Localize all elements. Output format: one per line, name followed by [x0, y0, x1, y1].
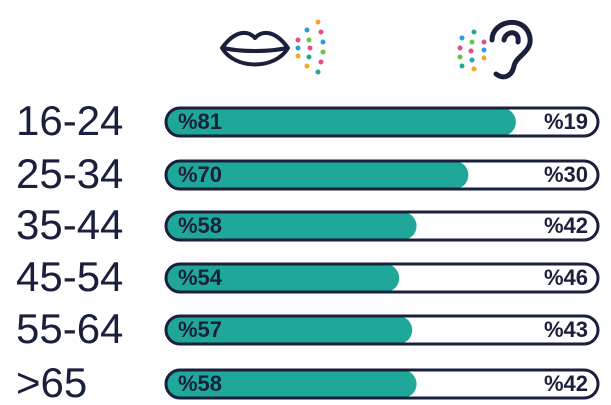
value-label: %54 — [178, 265, 223, 290]
bar-segment — [166, 316, 413, 344]
value-label: %30 — [544, 162, 588, 187]
bar-outline — [164, 314, 600, 346]
speech-waves — [295, 19, 326, 75]
bar-segment — [399, 264, 598, 292]
category-label: 35-44 — [16, 201, 123, 248]
bar-segment — [416, 212, 598, 240]
lips-icon — [220, 30, 290, 67]
bar-segment — [166, 108, 516, 136]
bar-outline — [164, 106, 600, 138]
category-label: 45-54 — [16, 253, 123, 300]
category-label: 16-24 — [16, 97, 123, 144]
bar-outline — [164, 159, 600, 191]
bar-segment — [166, 212, 417, 240]
value-label: %58 — [178, 371, 222, 396]
hearing-waves — [457, 29, 487, 72]
value-label: %57 — [178, 317, 222, 342]
value-label: %42 — [544, 371, 588, 396]
bar-outline — [164, 368, 600, 400]
bar-segment — [166, 161, 469, 189]
bar-segment — [416, 370, 598, 398]
bar-segment — [166, 264, 400, 292]
bar-segment — [166, 370, 417, 398]
value-label: %58 — [178, 213, 222, 238]
value-label: %42 — [544, 213, 588, 238]
value-label: %46 — [544, 265, 588, 290]
bar-outline — [164, 262, 600, 294]
bar-segment — [412, 316, 598, 344]
category-label: 55-64 — [16, 305, 123, 352]
value-label: %43 — [544, 317, 588, 342]
category-label: >65 — [16, 359, 87, 405]
bar-segment — [468, 161, 598, 189]
value-label: %70 — [178, 162, 222, 187]
value-label: %19 — [544, 109, 588, 134]
ear-icon — [489, 19, 533, 80]
category-label: 25-34 — [16, 150, 123, 197]
bar-outline — [164, 210, 600, 242]
value-label: %81 — [178, 109, 222, 134]
bar-segment — [515, 108, 598, 136]
